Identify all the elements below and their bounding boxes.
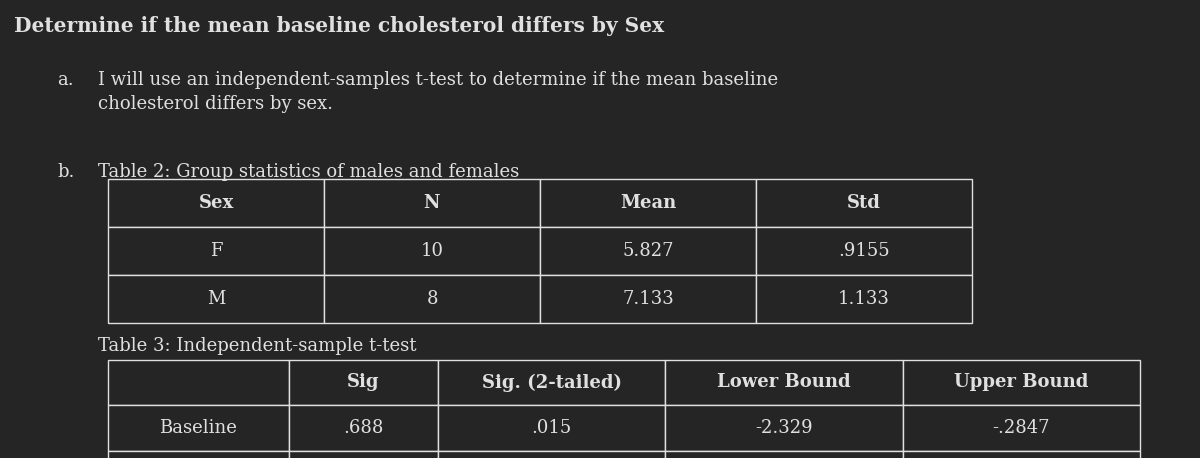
Text: Table 3: Independent-sample t-test: Table 3: Independent-sample t-test: [98, 337, 416, 354]
Bar: [108, 227, 324, 275]
Bar: [438, 360, 665, 405]
Bar: [108, 405, 289, 451]
Bar: [902, 451, 1140, 458]
Text: .015: .015: [532, 419, 572, 437]
Text: 7.133: 7.133: [622, 290, 674, 308]
Bar: [324, 275, 540, 323]
Bar: [540, 227, 756, 275]
Text: N: N: [424, 194, 440, 212]
Bar: [108, 179, 324, 227]
Bar: [756, 275, 972, 323]
Text: Mean: Mean: [620, 194, 676, 212]
Text: .688: .688: [343, 419, 384, 437]
Text: 10: 10: [420, 242, 444, 260]
Text: Determine if the mean baseline cholesterol differs by Sex: Determine if the mean baseline cholester…: [14, 16, 665, 36]
Text: Table 2: Group statistics of males and females: Table 2: Group statistics of males and f…: [98, 163, 520, 180]
Bar: [324, 227, 540, 275]
Text: b.: b.: [58, 163, 74, 180]
Bar: [108, 275, 324, 323]
Bar: [288, 405, 438, 451]
Text: Sig: Sig: [347, 373, 379, 392]
Text: Lower Bound: Lower Bound: [718, 373, 851, 392]
Bar: [756, 179, 972, 227]
Text: I will use an independent-samples t-test to determine if the mean baseline
chole: I will use an independent-samples t-test…: [98, 71, 779, 113]
Bar: [665, 405, 902, 451]
Bar: [288, 451, 438, 458]
Text: Sig. (2-tailed): Sig. (2-tailed): [481, 373, 622, 392]
Text: -.2847: -.2847: [992, 419, 1050, 437]
Bar: [438, 405, 665, 451]
Bar: [756, 227, 972, 275]
Text: 5.827: 5.827: [623, 242, 673, 260]
Text: Upper Bound: Upper Bound: [954, 373, 1088, 392]
Bar: [665, 451, 902, 458]
Bar: [540, 275, 756, 323]
Text: a.: a.: [58, 71, 74, 89]
Bar: [108, 451, 289, 458]
Text: Baseline: Baseline: [160, 419, 238, 437]
Bar: [288, 360, 438, 405]
Bar: [324, 179, 540, 227]
Text: Std: Std: [847, 194, 881, 212]
Text: 8: 8: [426, 290, 438, 308]
Text: 1.133: 1.133: [838, 290, 890, 308]
Bar: [902, 405, 1140, 451]
Text: M: M: [206, 290, 226, 308]
Bar: [108, 360, 289, 405]
Bar: [438, 451, 665, 458]
Text: .9155: .9155: [838, 242, 890, 260]
Bar: [902, 360, 1140, 405]
Text: F: F: [210, 242, 222, 260]
Bar: [665, 360, 902, 405]
Text: Sex: Sex: [198, 194, 234, 212]
Text: -2.329: -2.329: [755, 419, 812, 437]
Bar: [540, 179, 756, 227]
